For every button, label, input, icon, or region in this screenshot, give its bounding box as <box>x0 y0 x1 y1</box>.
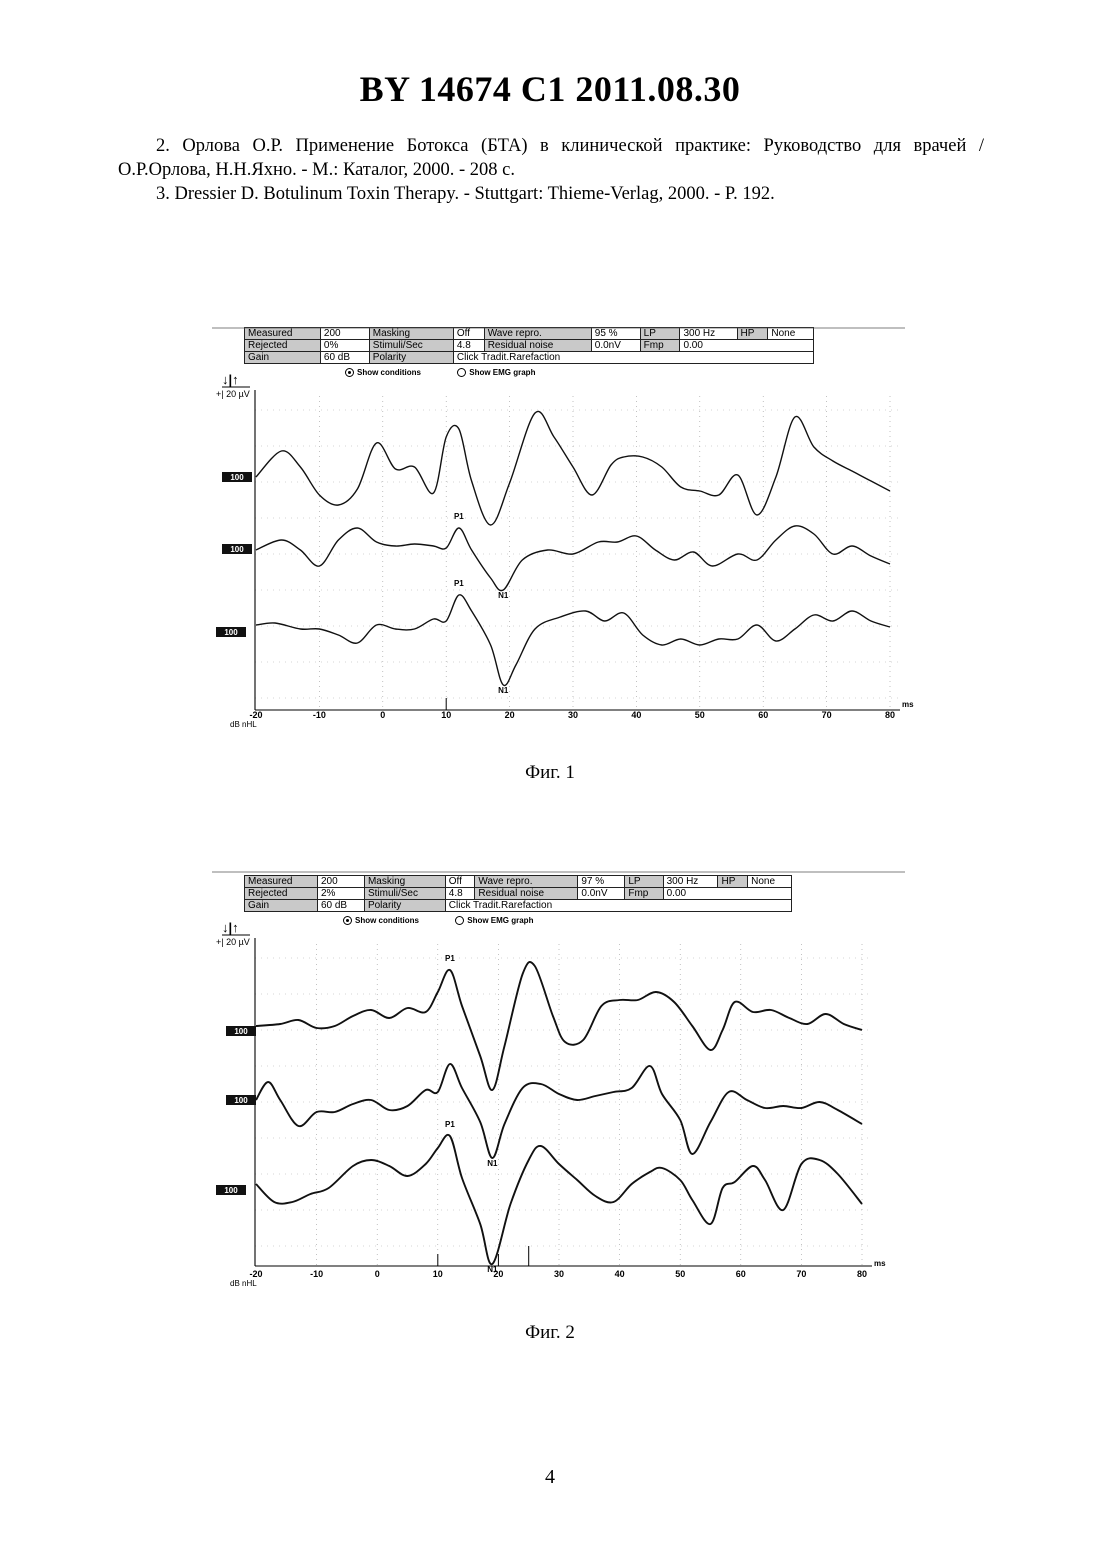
figure-2-caption: Фиг. 2 <box>0 1322 1100 1344</box>
trace-level-label: 100 <box>224 628 238 637</box>
x-tick-label: 30 <box>568 710 578 720</box>
x-tick-label: 60 <box>736 1269 746 1279</box>
x-tick-label: 50 <box>695 710 705 720</box>
peak-label: P1 <box>454 512 464 521</box>
x-tick-label: 10 <box>433 1269 443 1279</box>
x-tick-label: 80 <box>885 710 895 720</box>
waveform-trace <box>256 526 890 591</box>
x-tick-label: 70 <box>796 1269 806 1279</box>
x-tick-label: -10 <box>313 710 326 720</box>
waveform-plot: ↓|↑+| 20 µV-20-1001020304050607080msdB n… <box>200 866 920 1296</box>
scale-arrows: ↓|↑ <box>222 372 239 387</box>
references: 2. Орлова О.Р. Применение Ботокса (БТА) … <box>118 134 984 206</box>
x-tick-label: 0 <box>380 710 385 720</box>
trace-level-label: 100 <box>224 1186 238 1195</box>
peak-label: P1 <box>454 579 464 588</box>
x-tick-label: 10 <box>441 710 451 720</box>
scale-label: +| 20 µV <box>216 937 250 947</box>
peak-label: N1 <box>487 1265 498 1274</box>
x-tick-label: 0 <box>375 1269 380 1279</box>
scale-arrows: ↓|↑ <box>222 920 239 935</box>
document-header: BY 14674 C1 2011.08.30 <box>0 68 1100 110</box>
waveform-trace <box>256 411 890 525</box>
peak-label: N1 <box>487 1159 498 1168</box>
x-tick-label: 60 <box>758 710 768 720</box>
peak-label: N1 <box>498 686 509 695</box>
x-unit-label: ms <box>874 1259 886 1268</box>
reference-2: 2. Орлова О.Р. Применение Ботокса (БТА) … <box>118 134 984 182</box>
trace-level-label: 100 <box>230 473 244 482</box>
x-tick-label: 20 <box>505 710 515 720</box>
figure-1-caption: Фиг. 1 <box>0 762 1100 784</box>
x-tick-label: -20 <box>249 1269 262 1279</box>
waveform-trace <box>256 962 862 1090</box>
x-tick-label: 70 <box>822 710 832 720</box>
x-tick-label: 40 <box>615 1269 625 1279</box>
figure-1: Measured 200 Masking Off Wave repro. 95 … <box>200 320 920 740</box>
reference-3: 3. Dressier D. Botulinum Toxin Therapy. … <box>118 182 984 206</box>
peak-label: P1 <box>445 1120 455 1129</box>
trace-level-label: 100 <box>230 545 244 554</box>
waveform-trace <box>256 1064 862 1158</box>
page-number: 4 <box>0 1466 1100 1489</box>
x-tick-label: -10 <box>310 1269 323 1279</box>
x-tick-label: 30 <box>554 1269 564 1279</box>
scale-label: +| 20 µV <box>216 389 250 399</box>
level-unit-label: dB nHL <box>230 1279 257 1288</box>
x-tick-label: 50 <box>675 1269 685 1279</box>
level-unit-label: dB nHL <box>230 720 257 729</box>
trace-level-label: 100 <box>234 1096 248 1105</box>
figure-2: Measured 200 Masking Off Wave repro. 97 … <box>200 866 920 1296</box>
waveform-plot: ↓|↑ +| 20 µV -20 -10 0 10 20 30 40 50 60 70 80 ms dB n… <box>200 320 920 740</box>
trace-level-label: 100 <box>234 1027 248 1036</box>
x-unit-label: ms <box>902 700 914 709</box>
peak-label: N1 <box>498 591 509 600</box>
peak-label: P1 <box>445 954 455 963</box>
x-tick-label: -20 <box>249 710 262 720</box>
x-tick-label: 40 <box>631 710 641 720</box>
x-tick-label: 80 <box>857 1269 867 1279</box>
